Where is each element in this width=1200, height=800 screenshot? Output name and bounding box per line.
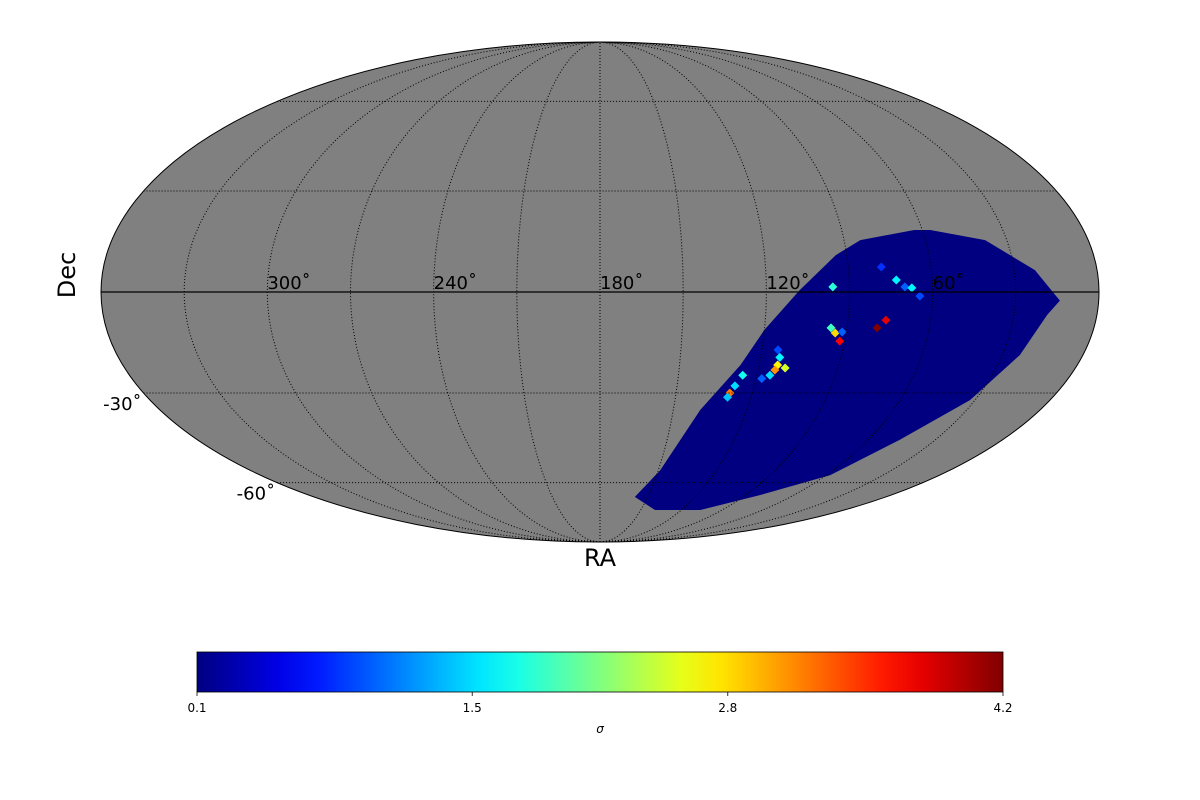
y-tick-label: -60˚: [237, 484, 275, 505]
pixel: [907, 283, 917, 293]
pixel: [881, 315, 891, 325]
colorbar-label: σ: [596, 722, 604, 736]
pixel: [765, 370, 775, 380]
x-axis-label: RA: [584, 544, 617, 572]
pixel: [770, 365, 780, 375]
x-tick-label: 300˚: [267, 273, 310, 294]
pixel: [730, 381, 740, 391]
sky-outline: [100, 41, 1100, 543]
pixel: [757, 374, 767, 384]
pixel: [773, 345, 783, 355]
pixel: [872, 323, 882, 333]
pixel: [915, 291, 925, 301]
pixel: [780, 363, 790, 373]
pixel: [775, 352, 785, 362]
pixel: [828, 282, 838, 292]
sky-map: [100, 41, 1100, 543]
pixel: [826, 323, 836, 333]
colorbar-tick-label: 4.2: [993, 701, 1012, 715]
x-tick-label: 180˚: [600, 273, 643, 294]
colorbar-tick-label: 1.5: [463, 701, 482, 715]
pixel: [738, 370, 748, 380]
pixel: [723, 392, 733, 402]
pixel: [830, 328, 840, 338]
colorbar: [196, 651, 1004, 693]
y-axis-label: Dec: [53, 252, 81, 298]
y-tick-label: -30˚: [103, 394, 141, 415]
colorbar-tick-label: 0.1: [187, 701, 206, 715]
x-tick-label: 120˚: [766, 273, 809, 294]
pixel: [891, 275, 901, 285]
pixel: [835, 336, 845, 346]
meridian: [516, 41, 601, 543]
meridian: [599, 41, 684, 543]
footprint: [634, 230, 1060, 510]
pixel: [876, 262, 886, 272]
colorbar-tick-label: 2.8: [718, 701, 737, 715]
pixel: [837, 327, 847, 337]
pixel: [900, 282, 910, 292]
x-tick-label: 60˚: [933, 273, 965, 294]
x-tick-label: 240˚: [434, 273, 477, 294]
